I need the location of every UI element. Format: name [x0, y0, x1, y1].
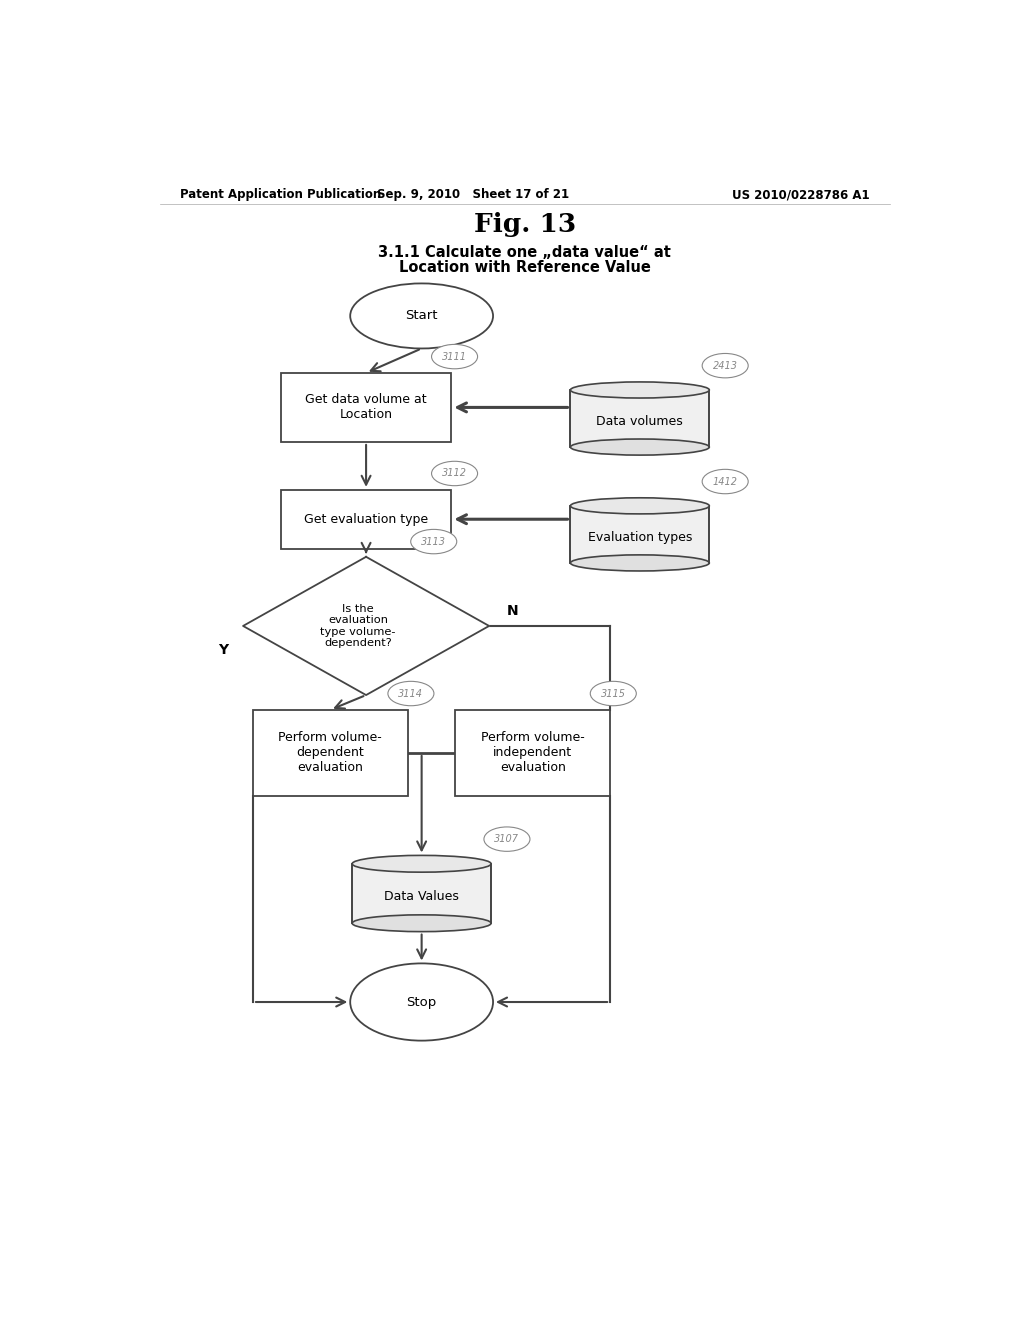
- Ellipse shape: [350, 284, 494, 348]
- Bar: [281, 372, 452, 442]
- Text: Perform volume-
dependent
evaluation: Perform volume- dependent evaluation: [279, 731, 382, 775]
- Ellipse shape: [352, 915, 492, 932]
- Ellipse shape: [590, 681, 636, 706]
- Ellipse shape: [570, 554, 710, 572]
- Text: 3.1.1 Calculate one „data value“ at: 3.1.1 Calculate one „data value“ at: [378, 246, 672, 260]
- Ellipse shape: [431, 345, 477, 368]
- Text: 3113: 3113: [421, 537, 446, 546]
- Text: 3112: 3112: [442, 469, 467, 478]
- Text: 3114: 3114: [398, 689, 423, 698]
- Text: Patent Application Publication: Patent Application Publication: [179, 189, 381, 202]
- Ellipse shape: [702, 354, 749, 378]
- Text: Start: Start: [406, 309, 438, 322]
- Text: Stop: Stop: [407, 995, 437, 1008]
- Ellipse shape: [570, 440, 710, 455]
- Bar: [570, 389, 710, 447]
- Ellipse shape: [570, 381, 710, 399]
- Text: Is the
evaluation
type volume-
dependent?: Is the evaluation type volume- dependent…: [321, 603, 396, 648]
- Text: Evaluation types: Evaluation types: [588, 531, 692, 544]
- Text: N: N: [507, 603, 519, 618]
- Text: 3107: 3107: [495, 834, 519, 843]
- Text: Sep. 9, 2010   Sheet 17 of 21: Sep. 9, 2010 Sheet 17 of 21: [377, 189, 569, 202]
- Ellipse shape: [411, 529, 457, 554]
- Text: Get evaluation type: Get evaluation type: [304, 512, 428, 525]
- Text: Fig. 13: Fig. 13: [474, 213, 575, 238]
- Text: 3111: 3111: [442, 351, 467, 362]
- Text: US 2010/0228786 A1: US 2010/0228786 A1: [732, 189, 870, 202]
- Ellipse shape: [431, 461, 477, 486]
- Ellipse shape: [570, 498, 710, 513]
- Text: Y: Y: [218, 643, 228, 657]
- Text: 1412: 1412: [713, 477, 737, 487]
- Text: 3115: 3115: [601, 689, 626, 698]
- Bar: [352, 863, 492, 923]
- Ellipse shape: [350, 964, 494, 1040]
- Ellipse shape: [388, 681, 434, 706]
- Text: Get data volume at
Location: Get data volume at Location: [305, 393, 427, 421]
- Bar: [281, 490, 452, 549]
- Ellipse shape: [702, 470, 749, 494]
- Bar: [570, 506, 710, 562]
- Ellipse shape: [352, 855, 492, 873]
- Polygon shape: [243, 557, 489, 696]
- Text: Perform volume-
independent
evaluation: Perform volume- independent evaluation: [481, 731, 585, 775]
- Bar: [253, 710, 408, 796]
- Text: Data Values: Data Values: [384, 890, 459, 903]
- Text: Data volumes: Data volumes: [597, 414, 683, 428]
- Bar: [456, 710, 610, 796]
- Text: Location with Reference Value: Location with Reference Value: [399, 260, 650, 275]
- Ellipse shape: [484, 826, 530, 851]
- Text: 2413: 2413: [713, 360, 737, 371]
